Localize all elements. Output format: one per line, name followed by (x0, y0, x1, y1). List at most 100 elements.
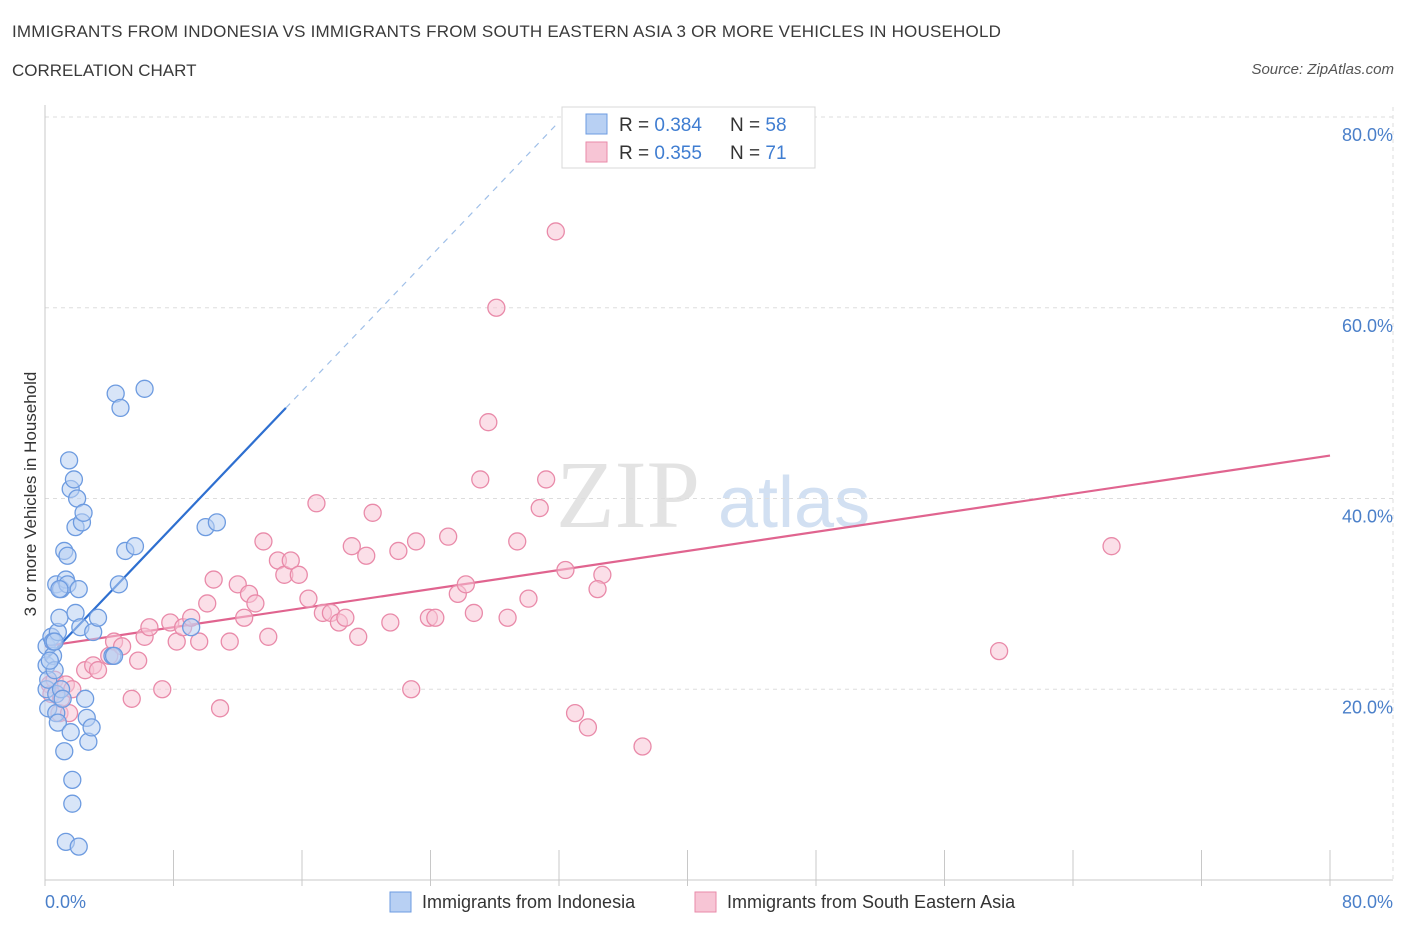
x-tick-min: 0.0% (45, 892, 86, 912)
point-sea-37 (289, 565, 308, 584)
point-indonesia-52 (182, 618, 201, 637)
point-sea-10 (88, 661, 108, 680)
point-sea-71 (989, 641, 1009, 661)
point-indonesia-47 (109, 575, 129, 594)
point-sea-26 (210, 699, 230, 718)
point-sea-51 (406, 532, 426, 551)
point-indonesia-28 (64, 470, 84, 489)
point-indonesia-13 (48, 713, 67, 732)
point-indonesia-56 (45, 632, 64, 651)
point-indonesia-39 (82, 718, 101, 737)
point-indonesia-50 (125, 537, 145, 556)
watermark-atlas: atlas (718, 463, 870, 543)
point-indonesia-25 (61, 723, 80, 742)
y-tick-label-80: 80.0% (1342, 125, 1393, 145)
point-indonesia-51 (135, 379, 154, 398)
point-indonesia-19 (55, 742, 74, 761)
point-sea-29 (235, 608, 254, 627)
point-sea-56 (456, 575, 475, 594)
point-indonesia-32 (69, 579, 88, 599)
point-sea-66 (546, 222, 565, 241)
point-indonesia-36 (76, 689, 95, 708)
point-sea-38 (299, 589, 318, 608)
legend-r-value-1: 0.384 (654, 115, 702, 136)
point-sea-58 (471, 470, 490, 489)
bottom-legend-swatch-indonesia (389, 891, 412, 913)
point-indonesia-54 (207, 513, 227, 532)
point-indonesia-43 (69, 837, 88, 856)
point-sea-57 (464, 603, 484, 623)
y-tick-label-40: 40.0% (1342, 507, 1393, 527)
svg-text:R = 0.355: R = 0.355 (619, 143, 702, 164)
chart-source: Source: ZipAtlas.com (1251, 61, 1394, 78)
point-sea-53 (426, 608, 445, 627)
point-indonesia-57 (50, 579, 69, 599)
point-sea-65 (537, 470, 556, 489)
axes (44, 105, 1393, 886)
data-points (37, 222, 1121, 856)
trend-line-indonesia (44, 407, 287, 662)
point-sea-39 (307, 494, 326, 513)
svg-text:N = 58: N = 58 (730, 115, 787, 136)
legend-n-value-1: 58 (765, 115, 786, 136)
point-indonesia-23 (59, 451, 79, 470)
chart-title: IMMIGRANTS FROM INDONESIA VS IMMIGRANTS … (12, 22, 1002, 41)
gridlines (45, 107, 1394, 880)
legend-swatch-sea (585, 141, 608, 163)
point-sea-74 (588, 579, 607, 599)
point-sea-54 (439, 527, 458, 546)
bottom-legend-swatch-sea (694, 891, 717, 913)
legend-r-label-2: R = (619, 143, 654, 164)
trend-line-extension-indonesia (285, 121, 560, 409)
point-sea-63 (519, 589, 538, 608)
trend-line-sea (44, 454, 1331, 648)
point-sea-73 (565, 703, 585, 723)
point-sea-31 (246, 594, 265, 613)
point-sea-25 (204, 570, 223, 589)
point-sea-33 (259, 627, 278, 646)
y-axis-label: 3 or more Vehicles in Household (21, 372, 40, 617)
legend-swatch-indonesia (585, 113, 608, 135)
point-sea-62 (508, 532, 527, 551)
point-sea-43 (336, 608, 355, 627)
point-sea-27 (220, 632, 239, 651)
point-indonesia-45 (104, 646, 124, 666)
point-indonesia-35 (74, 503, 93, 522)
point-sea-72 (1102, 537, 1121, 556)
y-tick-label-20: 20.0% (1342, 697, 1393, 717)
watermark: ZIP atlas (556, 441, 870, 548)
point-indonesia-26 (63, 770, 82, 790)
point-sea-17 (140, 618, 159, 637)
point-indonesia-55 (40, 651, 59, 670)
point-sea-67 (556, 560, 575, 580)
legend-n-value-2: 71 (765, 143, 786, 164)
point-sea-44 (342, 537, 361, 556)
point-sea-60 (487, 298, 506, 317)
legend-r-value-2: 0.355 (654, 143, 702, 164)
point-sea-61 (498, 608, 517, 627)
chart-subtitle: CORRELATION CHART (12, 61, 197, 80)
point-sea-59 (479, 413, 498, 432)
watermark-zip: ZIP (556, 441, 700, 548)
point-indonesia-41 (88, 608, 108, 627)
bottom-legend-label-sea: Immigrants from South Eastern Asia (727, 892, 1016, 912)
point-sea-47 (363, 503, 382, 522)
x-tick-max: 80.0% (1342, 892, 1393, 912)
point-sea-50 (402, 680, 421, 699)
point-indonesia-27 (63, 794, 82, 813)
svg-text:R = 0.384: R = 0.384 (619, 115, 702, 136)
point-sea-15 (129, 651, 148, 670)
legend-n-label-2: N = (730, 143, 765, 164)
y-tick-label-60: 60.0% (1342, 316, 1393, 336)
point-sea-64 (530, 498, 549, 518)
point-sea-23 (190, 632, 209, 651)
point-sea-68 (578, 718, 598, 737)
point-sea-46 (357, 546, 376, 565)
correlation-legend: R = 0.384 N = 58 R = 0.355 N = 71 (561, 106, 816, 169)
point-sea-45 (349, 627, 368, 646)
point-indonesia-17 (53, 689, 72, 708)
point-sea-32 (254, 532, 273, 551)
bottom-legend-label-indonesia: Immigrants from Indonesia (422, 892, 636, 912)
legend-n-label-1: N = (730, 115, 765, 136)
